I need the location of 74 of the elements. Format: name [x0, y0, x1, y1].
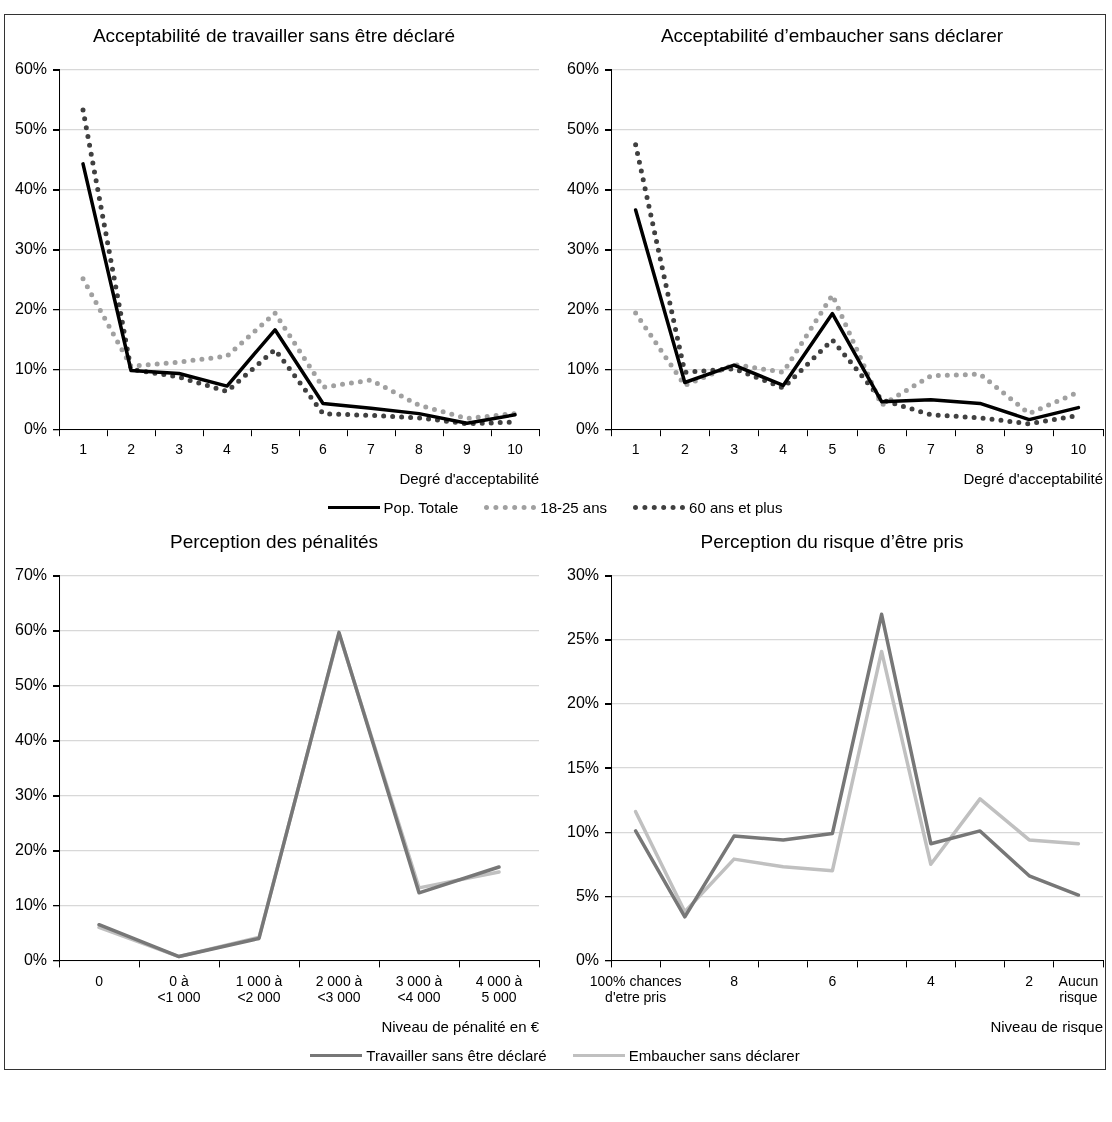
x-tick-label: 1: [79, 441, 88, 458]
x-tick-label: 3: [175, 441, 184, 458]
y-tick-label: 20%: [14, 299, 48, 317]
x-tick-label: 8: [976, 441, 985, 458]
y-tick-label: 30%: [566, 566, 600, 584]
y-tick-label: 0%: [575, 950, 600, 968]
x-tick-label: 8: [415, 441, 424, 458]
y-tick-label: 50%: [14, 120, 48, 138]
legend-label: Pop. Totale: [383, 498, 459, 516]
y-tick-label: 40%: [14, 731, 48, 749]
y-tick-label: 20%: [566, 694, 600, 712]
y-tick-label: 20%: [566, 299, 600, 317]
x-tick-label: 4: [779, 441, 788, 458]
x-tick-label: 9: [463, 441, 472, 458]
y-tick-label: 30%: [14, 785, 48, 803]
y-tick-label: 25%: [566, 630, 600, 648]
chart-title: Acceptabilité d’embaucher sans déclarer: [660, 24, 1004, 46]
x-tick-label: 2: [680, 441, 689, 458]
legend-label: Travailler sans être déclaré: [366, 1046, 547, 1064]
x-tick-label: 7: [367, 441, 376, 458]
x-tick-label: Aucun risque: [1058, 972, 1099, 1006]
x-tick-label: 2: [127, 441, 136, 458]
x-axis-title: Niveau de pénalité en €: [381, 1018, 540, 1036]
x-tick-label: 6: [319, 441, 328, 458]
y-tick-label: 10%: [14, 359, 48, 377]
chart-title: Perception des pénalités: [169, 530, 379, 552]
x-tick-label: 100% chances d'etre pris: [589, 972, 682, 1006]
x-tick-label: 9: [1025, 441, 1034, 458]
y-tick-label: 10%: [566, 359, 600, 377]
x-axis-title: Degré d'acceptabilité: [963, 470, 1103, 488]
y-tick-label: 60%: [14, 621, 48, 639]
y-tick-label: 60%: [14, 60, 48, 78]
y-tick-label: 10%: [14, 895, 48, 913]
y-tick-label: 0%: [575, 419, 600, 437]
x-tick-label: 4: [223, 441, 232, 458]
x-tick-label: 1 000 à <2 000: [235, 972, 283, 1006]
y-tick-label: 30%: [566, 239, 600, 257]
x-tick-label: 1: [631, 441, 640, 458]
x-tick-label: 3 000 à <4 000: [395, 972, 443, 1006]
legend-label: Embaucher sans déclarer: [628, 1046, 800, 1064]
x-tick-label: 10: [507, 441, 523, 458]
y-tick-label: 40%: [566, 180, 600, 198]
x-axis-title: Degré d'acceptabilité: [399, 470, 539, 488]
x-tick-label: 2: [1025, 972, 1034, 989]
x-tick-label: 6: [828, 972, 837, 989]
y-tick-label: 20%: [14, 840, 48, 858]
x-tick-label: 5: [271, 441, 280, 458]
x-tick-label: 8: [730, 972, 739, 989]
y-tick-label: 0%: [23, 419, 48, 437]
y-tick-label: 30%: [14, 239, 48, 257]
x-tick-label: 10: [1070, 441, 1087, 458]
x-tick-label: 7: [926, 441, 935, 458]
legend-label: 60 ans et plus: [689, 498, 783, 516]
chart-title: Perception du risque d’être pris: [700, 530, 964, 552]
y-tick-label: 15%: [566, 758, 600, 776]
y-tick-label: 0%: [23, 950, 48, 968]
x-tick-label: 0: [95, 972, 104, 989]
x-tick-label: 2 000 à <3 000: [315, 972, 363, 1006]
y-tick-label: 10%: [566, 822, 600, 840]
y-tick-label: 50%: [14, 676, 48, 694]
x-tick-label: 0 à <1 000: [157, 972, 201, 1006]
x-axis-title: Niveau de risque: [990, 1018, 1103, 1036]
legend-label: 18-25 ans: [540, 498, 608, 516]
x-tick-label: 5: [828, 441, 837, 458]
y-tick-label: 50%: [566, 120, 600, 138]
y-tick-label: 5%: [575, 886, 600, 904]
chart-title: Acceptabilité de travailler sans être déclaré: [92, 24, 456, 46]
y-tick-label: 40%: [14, 180, 48, 198]
x-tick-label: 6: [877, 441, 886, 458]
x-tick-label: 4 000 à 5 000: [475, 972, 523, 1006]
y-tick-label: 70%: [14, 566, 48, 584]
x-tick-label: 3: [730, 441, 739, 458]
x-tick-label: 4: [926, 972, 935, 989]
y-tick-label: 60%: [566, 60, 600, 78]
